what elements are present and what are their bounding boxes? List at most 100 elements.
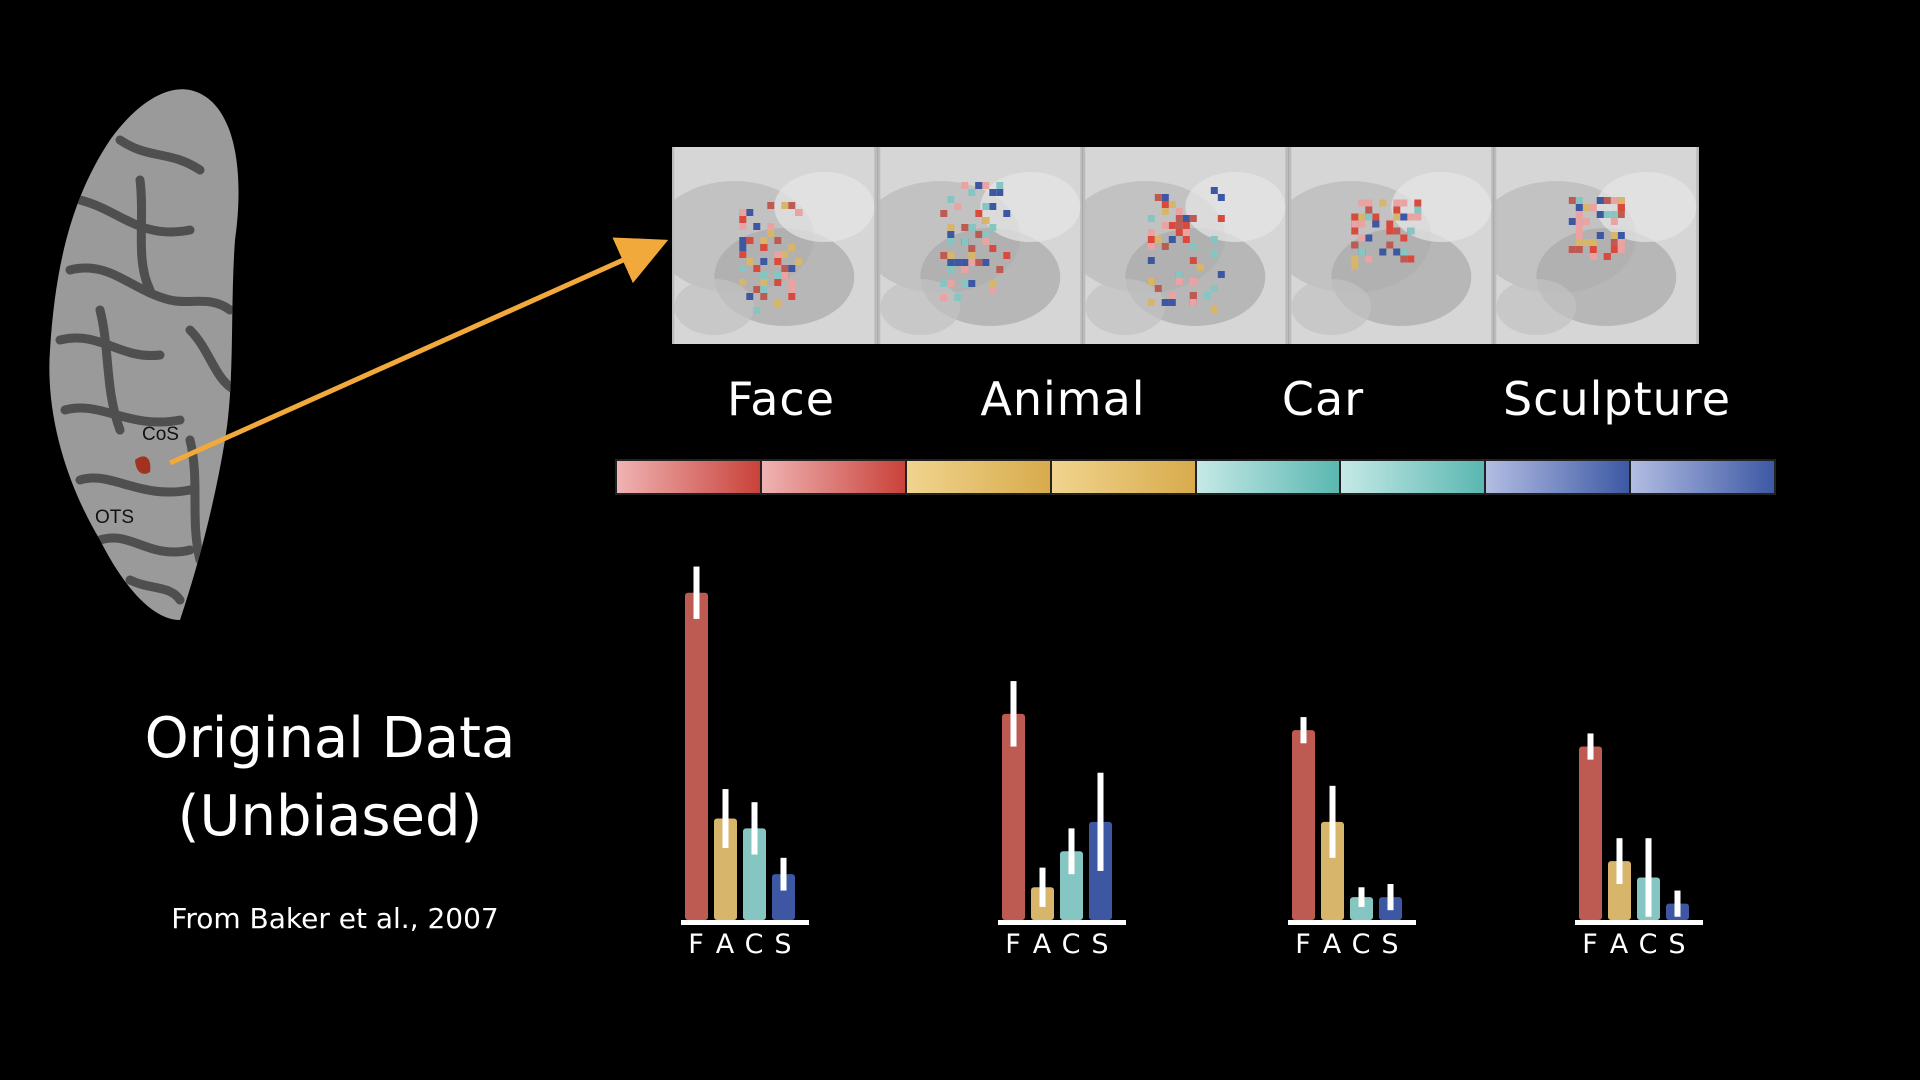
activation-voxel [1147, 243, 1155, 250]
activation-voxel [967, 259, 975, 266]
title-line-2: (Unbiased) [177, 784, 483, 849]
activation-voxel [1175, 215, 1183, 222]
bar-group-3-A [1321, 821, 1344, 920]
activation-voxel [1386, 227, 1394, 235]
bar-group-3-F [1292, 730, 1315, 920]
activation-voxel [1161, 194, 1169, 201]
activation-voxel [774, 237, 782, 244]
activation-voxel [981, 259, 989, 266]
activation-voxel [1400, 234, 1408, 242]
activation-voxel [1168, 222, 1176, 229]
activation-voxel [1379, 248, 1387, 256]
activation-voxel [1590, 246, 1598, 253]
activation-voxel [960, 259, 968, 266]
tick-label-F: F [1295, 929, 1312, 960]
activation-voxel [1175, 222, 1183, 229]
activation-voxel [753, 265, 761, 272]
x-axis-group-2 [998, 920, 1126, 925]
activation-voxel [1189, 257, 1197, 264]
brain-surface-image: CoS OTS [49, 89, 239, 620]
error-bar-group-4-A [1616, 838, 1623, 884]
error-bar-group-4-F [1587, 733, 1594, 760]
activation-voxel [788, 286, 796, 293]
activation-voxel [988, 189, 996, 196]
activation-voxel [1203, 292, 1211, 299]
activation-voxel [953, 259, 961, 266]
activation-voxel [1351, 213, 1359, 221]
activation-voxel [781, 265, 789, 272]
activation-voxel [760, 293, 768, 300]
tick-label-F: F [688, 929, 705, 960]
brain-label-ots: OTS [95, 507, 134, 528]
activation-voxel [788, 202, 796, 209]
activation-voxel [960, 238, 968, 245]
title-line-1: Original Data [144, 706, 516, 771]
activation-voxel [1618, 239, 1626, 246]
activation-panel-5 [1494, 147, 1699, 344]
activation-voxel [1597, 197, 1605, 204]
tick-label-C: C [745, 929, 765, 960]
activation-voxel [1604, 211, 1612, 218]
tick-label-C: C [1639, 929, 1659, 960]
activation-voxel [760, 237, 768, 244]
activation-voxel [988, 224, 996, 231]
activation-voxel [1210, 236, 1218, 243]
activation-voxel [1604, 253, 1612, 260]
activation-voxel [967, 224, 975, 231]
activation-voxel [1351, 220, 1359, 228]
activation-voxel [960, 280, 968, 287]
activation-voxel [1365, 199, 1373, 207]
activation-voxel [974, 231, 982, 238]
activation-voxel [788, 265, 796, 272]
activation-voxel [1576, 204, 1584, 211]
activation-voxel [1168, 201, 1176, 208]
activation-voxel [1189, 215, 1197, 222]
colorbar-segment-7 [1486, 461, 1632, 493]
activation-voxel [781, 202, 789, 209]
error-bar-group-2-C [1068, 828, 1075, 875]
tick-label-F: F [1582, 929, 1599, 960]
tick-label-A: A [1033, 929, 1052, 960]
colorbar-segment-5 [1196, 461, 1342, 493]
activation-voxel [788, 279, 796, 286]
activation-panel-1 [672, 147, 878, 344]
activation-voxel [774, 272, 782, 279]
activation-voxel [939, 210, 947, 217]
activation-voxel [1393, 227, 1401, 235]
activation-voxel [753, 307, 761, 314]
activation-voxel [1161, 243, 1169, 250]
activation-voxel [1407, 255, 1415, 263]
activation-voxel [1393, 248, 1401, 256]
tick-label-C: C [1352, 929, 1372, 960]
activation-voxel [995, 266, 1003, 273]
tick-label-A: A [1610, 929, 1629, 960]
activation-voxel [1210, 187, 1218, 194]
activation-voxel [746, 237, 754, 244]
activation-voxel [1576, 239, 1584, 246]
activation-voxel [753, 286, 761, 293]
activation-voxel [746, 209, 754, 216]
activation-voxel [1400, 255, 1408, 263]
activation-voxel [974, 182, 982, 189]
activation-voxel [1182, 229, 1190, 236]
activation-voxel [1386, 241, 1394, 249]
bar-group-1-S [772, 874, 795, 920]
activation-voxel [988, 203, 996, 210]
activation-map-strip [672, 147, 1699, 344]
activation-voxel [1576, 197, 1584, 204]
activation-voxel [981, 238, 989, 245]
activation-voxel [781, 251, 789, 258]
error-bar-group-3-S [1387, 884, 1394, 911]
activation-voxel [1154, 194, 1162, 201]
activation-voxel [1379, 199, 1387, 207]
activation-voxel [1583, 239, 1591, 246]
activation-panel-3 [1083, 147, 1289, 344]
colorbar-segment-6 [1341, 461, 1487, 493]
activation-voxel [760, 279, 768, 286]
activation-voxel [946, 231, 954, 238]
tick-label-A: A [1323, 929, 1342, 960]
activation-voxel [974, 210, 982, 217]
activation-voxel [746, 258, 754, 265]
activation-voxel [1414, 199, 1422, 207]
activation-voxel [974, 259, 982, 266]
